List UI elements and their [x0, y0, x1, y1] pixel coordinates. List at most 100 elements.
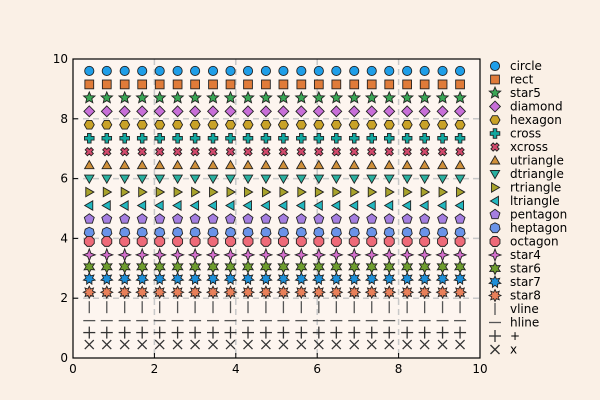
data-point-pentagon: [295, 213, 307, 224]
data-point-rtriangle: [332, 186, 342, 198]
data-point-octagon: [189, 235, 201, 247]
data-point-rect: [437, 79, 448, 90]
legend-item: rect: [490, 73, 534, 87]
y-tick-label: 2: [60, 291, 68, 305]
data-point-x: [366, 339, 377, 350]
legend-label: rect: [510, 73, 534, 87]
data-point-cross: [313, 132, 325, 144]
data-point-octagon: [260, 235, 272, 247]
legend-label: star7: [510, 275, 541, 289]
series-vline: [88, 301, 461, 314]
data-point-pentagon: [101, 213, 113, 224]
data-point-x: [84, 339, 95, 350]
data-point-diamond: [136, 105, 149, 118]
legend-label: xcross: [510, 140, 548, 154]
data-point-circle: [296, 65, 307, 77]
data-point-pentagon: [383, 213, 395, 224]
legend-marker-star4: [487, 247, 503, 263]
legend-marker-star5: [488, 85, 502, 99]
data-point-ltriangle: [101, 200, 111, 211]
legend-item: vline: [494, 302, 539, 316]
data-point-rtriangle: [85, 186, 95, 198]
data-point-ltriangle: [189, 200, 200, 211]
data-point-star5: [241, 90, 255, 104]
data-point-diamond: [312, 105, 325, 118]
data-point-dtriangle: [154, 174, 166, 185]
series-dtriangle: [83, 174, 466, 185]
data-point-star5: [453, 90, 467, 104]
data-point-octagon: [136, 235, 148, 247]
data-point-hexagon: [136, 119, 148, 130]
data-point-cross: [84, 132, 95, 144]
data-point-star7: [241, 271, 255, 286]
legend-marker-ltriangle: [489, 195, 499, 207]
data-point-utriangle: [136, 159, 148, 170]
data-point-star5: [364, 90, 379, 104]
data-point-octagon: [119, 235, 131, 247]
data-point-ltriangle: [207, 200, 217, 211]
data-point-octagon: [207, 235, 219, 247]
data-point-x: [278, 339, 289, 350]
data-point-cross: [242, 132, 254, 144]
data-point-plus: [330, 326, 343, 339]
data-point-x: [208, 339, 218, 350]
data-point-star7: [453, 271, 467, 286]
data-point-dtriangle: [313, 174, 325, 185]
data-point-dtriangle: [207, 174, 219, 185]
data-point-pentagon: [401, 213, 413, 224]
data-point-dtriangle: [454, 174, 466, 185]
data-point-hexagon: [260, 119, 272, 130]
series-x: [84, 339, 466, 350]
data-point-utriangle: [366, 159, 378, 170]
data-point-diamond: [153, 105, 166, 118]
legend-item: star7: [488, 274, 541, 289]
legend-label: hline: [510, 316, 539, 330]
data-point-star7: [435, 271, 450, 286]
data-point-dtriangle: [401, 174, 413, 185]
legend: circlerectstar5diamondhexagoncrossxcross…: [487, 59, 567, 357]
data-point-cross: [419, 132, 430, 144]
legend-label: star5: [510, 86, 541, 100]
data-point-pentagon: [330, 213, 342, 224]
legend-item: circle: [489, 59, 542, 73]
data-point-diamond: [224, 105, 237, 118]
data-point-hexagon: [419, 119, 431, 130]
data-point-rect: [225, 79, 236, 90]
data-point-cross: [383, 132, 395, 144]
series-star7: [82, 271, 467, 286]
data-point-circle: [455, 65, 466, 77]
data-point-plus: [436, 326, 449, 339]
data-point-utriangle: [295, 159, 307, 170]
data-point-hexagon: [242, 119, 254, 130]
data-point-circle: [137, 65, 148, 77]
data-point-circle: [331, 65, 342, 77]
series-xcross: [84, 146, 465, 157]
data-point-heptagon: [189, 226, 201, 238]
data-point-cross: [296, 132, 307, 144]
legend-item: heptagon: [489, 221, 567, 235]
data-point-star7: [364, 271, 379, 286]
data-point-plus: [224, 326, 237, 339]
data-point-plus: [242, 326, 255, 339]
series-octagon: [83, 235, 466, 247]
data-point-rect: [296, 79, 307, 90]
legend-item: pentagon: [489, 208, 567, 222]
data-point-diamond: [189, 105, 202, 118]
data-point-x: [101, 339, 112, 350]
data-point-pentagon: [83, 213, 95, 224]
data-point-rtriangle: [279, 186, 289, 198]
data-point-pentagon: [313, 213, 325, 224]
data-point-utriangle: [419, 159, 431, 170]
data-point-utriangle: [348, 159, 360, 170]
data-point-hexagon: [330, 119, 342, 130]
data-point-star5: [417, 90, 432, 104]
data-point-hexagon: [224, 119, 237, 130]
data-point-diamond: [348, 105, 361, 118]
data-point-plus: [83, 326, 96, 339]
legend-item: cross: [489, 127, 541, 141]
legend-label: diamond: [510, 100, 563, 114]
x-tick-label: 10: [472, 362, 487, 376]
data-point-rtriangle: [297, 186, 307, 198]
axes-frame: [72, 58, 481, 359]
legend-label: star4: [510, 248, 541, 262]
